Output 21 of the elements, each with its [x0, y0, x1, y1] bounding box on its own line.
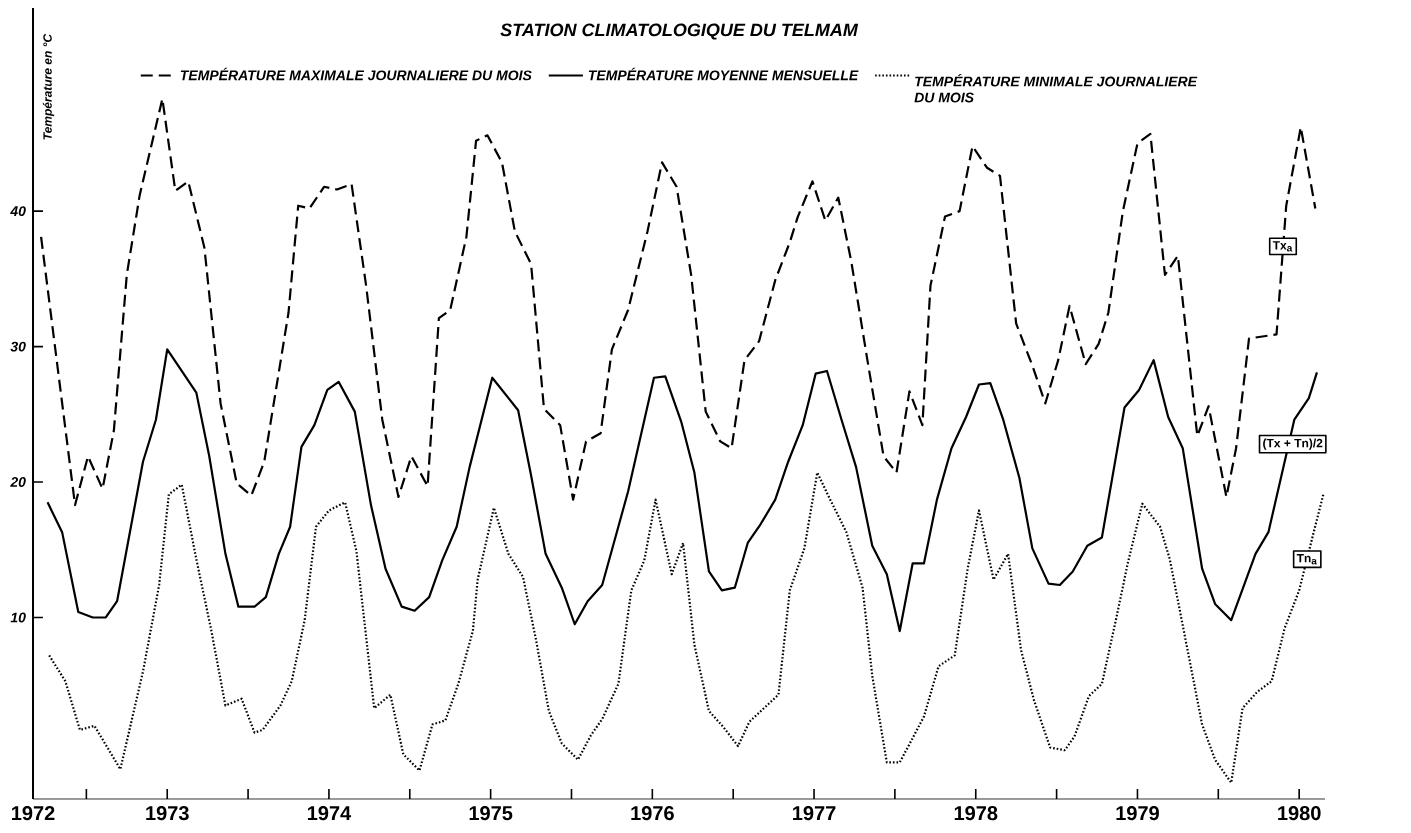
y-tick-label: 40 — [10, 206, 26, 217]
x-tick-label: 1974 — [307, 806, 352, 821]
x-tick-label: 1976 — [631, 806, 674, 821]
y-axis-title: Température en °C — [42, 33, 55, 140]
x-tick-label: 1977 — [793, 806, 836, 821]
annotation: (Tx + Tn)/2 — [1263, 438, 1323, 450]
legend-label: TEMPÉRATURE MAXIMALE JOURNALIERE DU MOIS — [180, 67, 532, 81]
y-tick-label: 10 — [10, 612, 26, 623]
text: STATION CLIMATOLOGIQUE DU TELMAM — [500, 23, 859, 40]
x-tick-label: 1978 — [954, 806, 998, 821]
legend-label: TEMPÉRATURE MOYENNE MENSUELLE — [588, 67, 859, 81]
legend-label: TEMPÉRATURE MINIMALE JOURNALIERE DU MOIS — [914, 73, 1198, 103]
y-tick-label: 30 — [10, 341, 26, 352]
y-tick-label: 20 — [10, 477, 26, 487]
annotation: Tn$_{a}$ — [1296, 554, 1317, 565]
x-tick-label: 1973 — [146, 806, 189, 821]
x-tick-label: 1975 — [469, 806, 513, 821]
annotation: Tx$_{a}$ — [1272, 241, 1293, 252]
x-tick-label: 1980 — [1278, 806, 1321, 821]
x-tick-label: 1979 — [1116, 806, 1159, 821]
x-tick-label: 1972 — [12, 806, 55, 821]
